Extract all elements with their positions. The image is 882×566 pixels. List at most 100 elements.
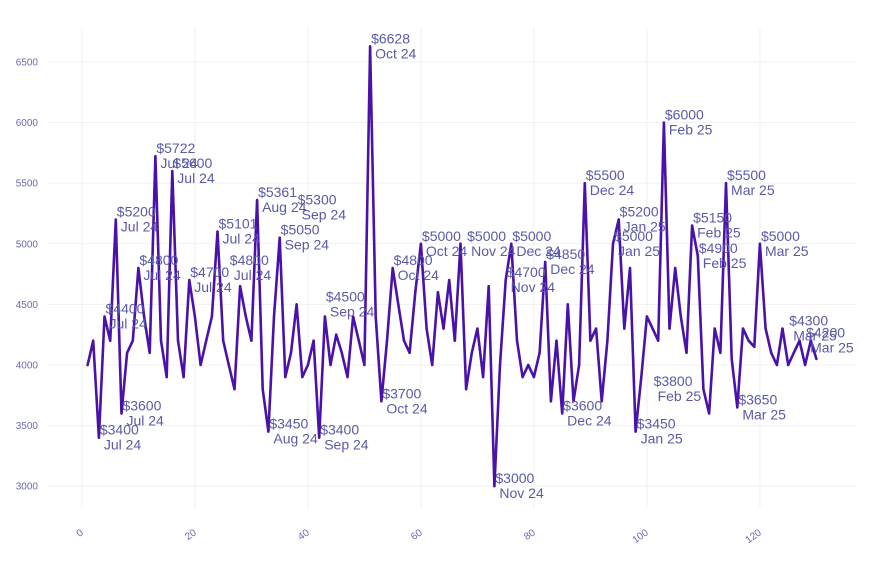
data-label-value: $4700 bbox=[507, 264, 546, 280]
data-point bbox=[374, 315, 377, 318]
data-point bbox=[758, 242, 762, 245]
data-label-date: Sep 24 bbox=[330, 303, 375, 319]
data-point bbox=[566, 303, 570, 306]
data-label-value: $3450 bbox=[637, 416, 676, 432]
data-label-value: $3600 bbox=[122, 397, 161, 413]
data-label-date: Mar 25 bbox=[765, 243, 809, 259]
data-label-value: $5101 bbox=[219, 216, 258, 232]
data-point bbox=[764, 327, 767, 330]
x-tick-label: 60 bbox=[409, 527, 425, 543]
data-label-date: Jul 24 bbox=[143, 267, 181, 283]
data-point bbox=[583, 181, 586, 185]
data-point bbox=[442, 327, 445, 330]
data-label-date: Aug 24 bbox=[262, 199, 307, 215]
data-point bbox=[736, 406, 739, 409]
data-point bbox=[380, 400, 383, 403]
data-point bbox=[148, 351, 151, 355]
data-label-value: $5600 bbox=[173, 155, 212, 171]
data-point bbox=[318, 436, 321, 439]
data-point bbox=[233, 388, 236, 391]
data-label-date: Aug 24 bbox=[273, 431, 318, 447]
data-label-date: Jul 24 bbox=[110, 315, 148, 331]
data-point bbox=[577, 363, 581, 367]
y-tick-label: 5000 bbox=[16, 239, 39, 250]
data-point bbox=[521, 375, 524, 379]
data-point bbox=[713, 327, 716, 330]
data-point bbox=[690, 224, 694, 227]
series-layer bbox=[86, 45, 818, 488]
data-label-date: Nov 24 bbox=[499, 485, 544, 501]
data-label-value: $5361 bbox=[258, 184, 297, 200]
y-tick-label: 4000 bbox=[16, 360, 39, 371]
data-label-date: Dec 24 bbox=[567, 412, 612, 428]
data-point bbox=[702, 388, 705, 391]
data-point bbox=[724, 181, 728, 185]
data-point bbox=[165, 375, 168, 379]
data-point bbox=[594, 327, 598, 330]
data-label-value: $5000 bbox=[614, 228, 653, 244]
data-point bbox=[515, 339, 519, 342]
data-label-date: Dec 24 bbox=[550, 261, 595, 277]
data-label-date: Jul 24 bbox=[121, 219, 159, 235]
data-point bbox=[125, 351, 129, 355]
data-label-value: $5000 bbox=[512, 228, 551, 244]
data-point bbox=[775, 363, 779, 367]
data-point bbox=[176, 339, 180, 342]
data-point bbox=[323, 315, 327, 318]
data-label-date: Jul 24 bbox=[160, 155, 198, 171]
data-label-date: Sep 24 bbox=[302, 206, 347, 222]
data-point bbox=[103, 315, 106, 318]
data-point bbox=[707, 412, 711, 415]
data-point bbox=[329, 363, 332, 367]
data-point bbox=[657, 339, 660, 342]
data-label-value: $4300 bbox=[789, 313, 828, 329]
data-point bbox=[431, 363, 434, 367]
data-point bbox=[289, 351, 293, 355]
data-label-value: $4500 bbox=[326, 288, 365, 304]
data-label-value: $5150 bbox=[693, 210, 732, 226]
data-label-value: $3400 bbox=[320, 422, 359, 438]
data-point bbox=[504, 278, 507, 282]
data-label-date: Nov 24 bbox=[511, 279, 556, 295]
data-point bbox=[397, 303, 400, 306]
data-point bbox=[560, 412, 564, 415]
y-tick-label: 3000 bbox=[16, 482, 39, 493]
data-label-value: $6000 bbox=[665, 107, 704, 123]
data-label-value: $4700 bbox=[190, 264, 229, 280]
y-tick-label: 4500 bbox=[16, 300, 39, 311]
data-point bbox=[668, 327, 671, 330]
data-point bbox=[193, 315, 197, 318]
data-point bbox=[611, 242, 615, 245]
data-label-date: Jul 24 bbox=[126, 412, 164, 428]
data-point bbox=[120, 412, 123, 415]
data-point bbox=[792, 351, 796, 355]
data-label-date: Mar 25 bbox=[731, 182, 775, 198]
data-point bbox=[267, 430, 270, 433]
data-point bbox=[210, 315, 214, 318]
data-point bbox=[617, 218, 620, 221]
data-point bbox=[334, 333, 338, 336]
data-label-date: Oct 24 bbox=[375, 45, 416, 61]
data-label-date: Feb 25 bbox=[703, 255, 747, 271]
data-point bbox=[340, 351, 344, 355]
data-point bbox=[493, 484, 496, 488]
x-tick-label: 0 bbox=[75, 527, 86, 539]
series-line-price bbox=[86, 45, 818, 488]
data-point bbox=[781, 327, 784, 330]
gridlines bbox=[48, 28, 856, 508]
data-label-date: Mar 25 bbox=[810, 340, 854, 356]
data-point bbox=[131, 339, 134, 342]
data-point bbox=[278, 236, 281, 239]
y-tick-label: 6500 bbox=[16, 57, 39, 68]
data-point bbox=[753, 345, 756, 348]
data-point bbox=[459, 242, 462, 245]
data-label-date: Feb 25 bbox=[658, 388, 702, 404]
data-point bbox=[255, 198, 259, 202]
data-point bbox=[357, 339, 360, 342]
data-label-value: $3400 bbox=[100, 422, 139, 438]
data-point bbox=[634, 430, 637, 433]
data-label-date: Mar 25 bbox=[742, 406, 786, 422]
data-point bbox=[436, 291, 440, 294]
